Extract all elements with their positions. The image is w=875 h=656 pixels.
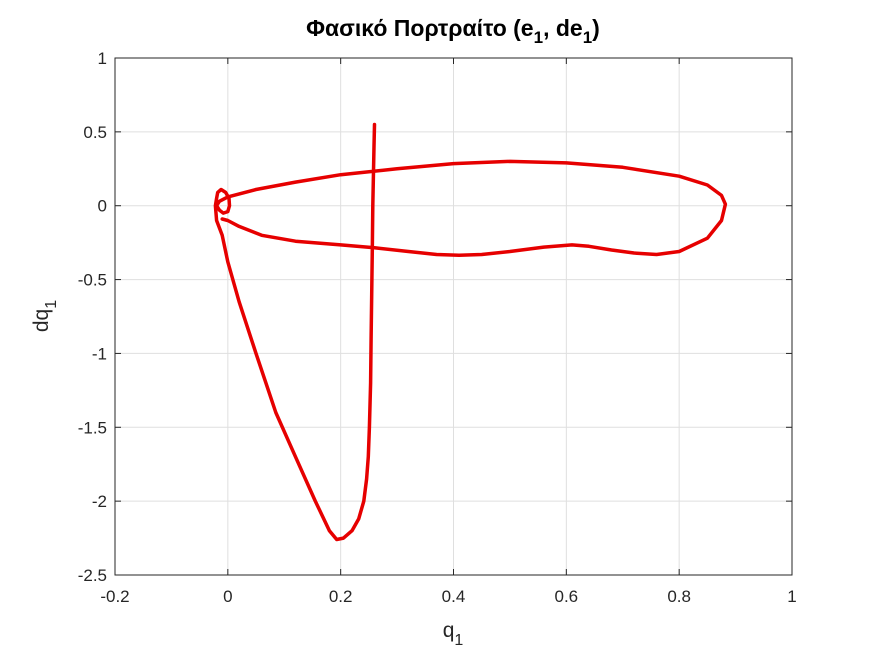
y-tick-label: -1.5 — [78, 418, 107, 437]
x-axis-label-sub: 1 — [454, 632, 463, 649]
y-axis-label: dq1 — [30, 300, 60, 332]
chart-title: Φασικό Πορτραίτο (e1, de1) — [306, 15, 600, 47]
tick-labels: -0.2 0 0.2 0.4 0.6 0.8 1 -2.5 -2 -1.5 -1 -0.5 0 0.5 1 — [78, 49, 797, 606]
y-axis-label-base: dq — [30, 309, 53, 332]
x-axis-label: q1 — [443, 619, 464, 649]
trajectory-line — [213, 122, 728, 542]
y-axis-label-sub: 1 — [43, 300, 60, 309]
y-tick-label: 1 — [98, 49, 107, 68]
x-tick-label: 0 — [223, 587, 232, 606]
x-tick-label: 0.6 — [555, 587, 579, 606]
y-tick-label: 0 — [98, 197, 107, 216]
y-tick-label: -2.5 — [78, 566, 107, 585]
grid-lines — [115, 58, 792, 575]
y-tick-label: 0.5 — [83, 123, 107, 142]
y-tick-label: -2 — [92, 492, 107, 511]
chart-title-part-3: ) — [592, 15, 600, 41]
chart-title-sub-1: 1 — [534, 28, 543, 47]
x-tick-label: 1 — [787, 587, 796, 606]
chart-title-part-2: , de — [543, 15, 583, 41]
x-tick-label: 0.4 — [442, 587, 466, 606]
chart-title-sub-2: 1 — [583, 28, 592, 47]
plot-border — [114, 57, 793, 576]
y-tick-label: -0.5 — [78, 271, 107, 290]
x-tick-label: 0.2 — [329, 587, 353, 606]
x-axis-label-base: q — [443, 619, 455, 642]
x-tick-label: -0.2 — [100, 587, 129, 606]
data-layer — [213, 122, 728, 542]
y-tick-label: -1 — [92, 344, 107, 363]
chart-title-part-1: Φασικό Πορτραίτο (e — [306, 15, 533, 41]
x-tick-label: 0.8 — [667, 587, 691, 606]
